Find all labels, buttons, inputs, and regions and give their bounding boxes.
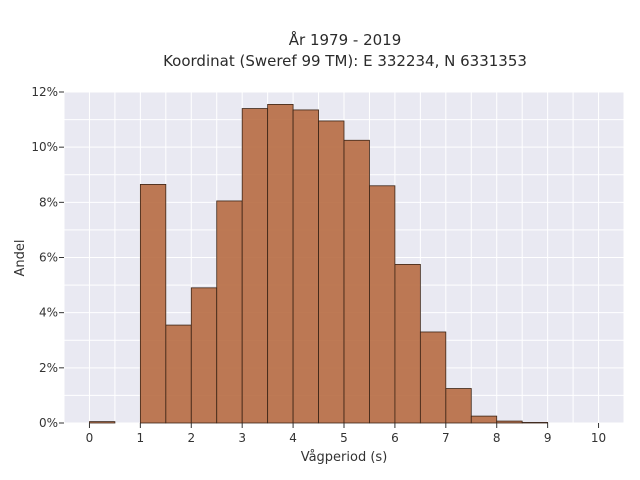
x-tick-label: 5 (340, 431, 348, 445)
histogram-bar (318, 120, 345, 424)
histogram-bar (369, 185, 396, 424)
axis-ticks: 0 1 2 3 4 5 6 7 8 9 10 0% 2% 4% 6% 8% 10% 12% (31, 85, 606, 445)
y-tick-label: 4% (39, 306, 58, 320)
x-tick-label: 1 (137, 431, 145, 445)
y-tick-label: 8% (39, 195, 58, 209)
histogram-bar (419, 331, 447, 424)
x-tick-label: 0 (86, 431, 94, 445)
x-tick-label: 2 (187, 431, 195, 445)
x-tick-label: 8 (493, 431, 501, 445)
x-tick-label: 6 (391, 431, 399, 445)
histogram-bar (292, 109, 319, 424)
histogram-bar (470, 415, 498, 424)
histogram-bar (267, 104, 294, 424)
histogram-bar (165, 324, 192, 424)
histogram-bar (445, 388, 472, 424)
y-tick-label: 10% (31, 140, 58, 154)
histogram-bar (190, 287, 218, 424)
y-tick-label: 0% (39, 416, 58, 430)
x-tick-label: 7 (442, 431, 450, 445)
chart-title-line2: Koordinat (Sweref 99 TM): E 332234, N 63… (163, 52, 527, 70)
histogram-bar (496, 420, 523, 424)
histogram-bar (241, 108, 269, 424)
bars (89, 104, 549, 424)
histogram-bar (139, 184, 167, 424)
histogram-bar (89, 421, 116, 424)
histogram-bar (521, 422, 549, 424)
y-tick-label: 12% (31, 85, 58, 99)
histogram-bar (394, 263, 421, 424)
x-tick-label: 9 (544, 431, 552, 445)
x-tick-label: 4 (289, 431, 297, 445)
x-axis-label: Vågperiod (s) (301, 450, 388, 465)
y-tick-label: 2% (39, 361, 58, 375)
histogram-bar (216, 200, 243, 424)
y-axis-label: Andel (13, 240, 28, 277)
y-tick-label: 6% (39, 251, 58, 265)
chart-title-line1: År 1979 - 2019 (289, 30, 402, 49)
histogram-bar (343, 139, 370, 424)
x-tick-label: 10 (591, 431, 606, 445)
x-tick-label: 3 (238, 431, 246, 445)
